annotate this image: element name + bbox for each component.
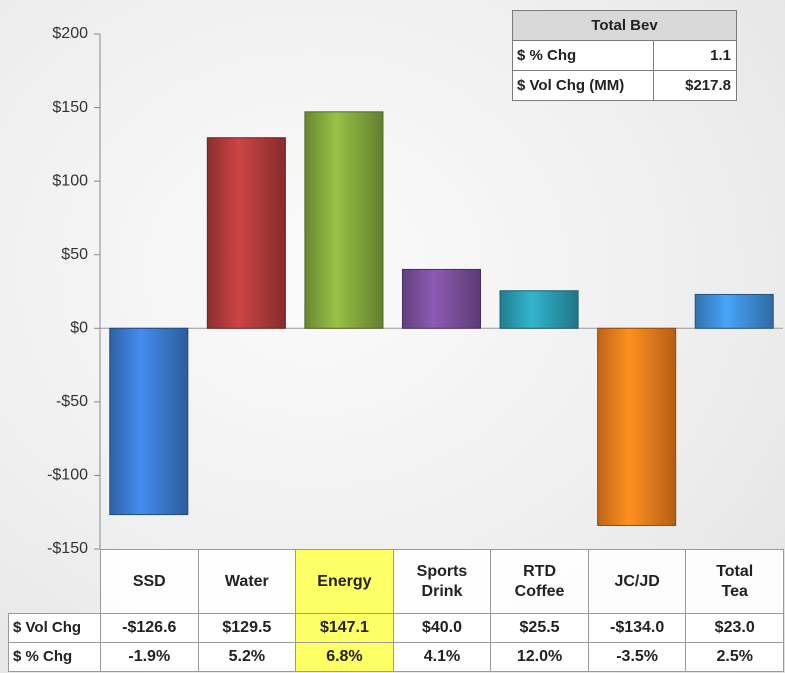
pct-label: 4.1% (392, 642, 492, 672)
y-tick-label: $150 (52, 99, 88, 116)
value-label: $23.0 (685, 613, 784, 643)
inset-row-value: 1.1 (653, 40, 737, 71)
row-label: $ % Chg (8, 642, 101, 672)
category-label: SSD (100, 549, 199, 614)
value-label: $25.5 (490, 613, 589, 643)
pct-label: -3.5% (587, 642, 687, 672)
bar (109, 327, 189, 516)
bar (694, 293, 774, 329)
category-label: Energy (295, 549, 394, 614)
bar (597, 327, 677, 526)
value-label: $147.1 (295, 613, 394, 643)
bar (401, 268, 482, 329)
row-label: $ Vol Chg (8, 613, 101, 643)
inset-row-label: $ % Chg (512, 40, 654, 71)
y-tick-label: -$50 (56, 393, 88, 410)
bar (499, 290, 579, 329)
category-label: Total Tea (685, 549, 784, 614)
pct-label: 12.0% (490, 642, 589, 672)
bar (206, 137, 286, 329)
inset-title: Total Bev (512, 10, 737, 41)
inset-row-value: $217.8 (653, 70, 737, 101)
category-label: JC/JD (587, 549, 687, 614)
pct-label: 2.5% (685, 642, 784, 672)
y-tick-label: $200 (52, 25, 88, 42)
value-label: $40.0 (392, 613, 492, 643)
y-tick-label: $0 (70, 320, 88, 337)
y-tick-label: -$150 (47, 540, 88, 557)
y-tick-label: $100 (52, 172, 88, 189)
bar (304, 111, 384, 329)
value-label: $129.5 (197, 613, 297, 643)
value-label: -$126.6 (100, 613, 199, 643)
pct-label: 5.2% (197, 642, 297, 672)
y-tick-label: -$100 (47, 467, 88, 484)
category-label: RTD Coffee (490, 549, 589, 614)
y-tick-label: $50 (61, 246, 88, 263)
pct-label: 6.8% (295, 642, 394, 672)
category-label: Water (197, 549, 297, 614)
pct-label: -1.9% (100, 642, 199, 672)
category-label: Sports Drink (392, 549, 492, 614)
value-label: -$134.0 (587, 613, 687, 643)
inset-row-label: $ Vol Chg (MM) (512, 70, 654, 101)
